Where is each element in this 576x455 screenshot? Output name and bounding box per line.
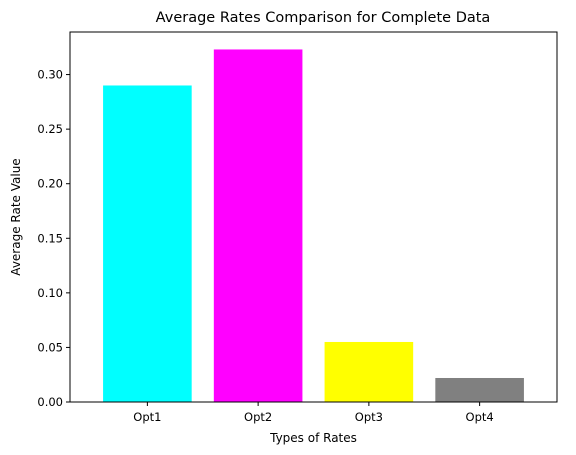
x-tick-label: Opt4 bbox=[466, 410, 494, 424]
y-tick-label: 0.20 bbox=[37, 177, 63, 191]
y-tick-label: 0.25 bbox=[37, 122, 63, 136]
y-tick-label: 0.10 bbox=[37, 286, 63, 300]
y-axis-label: Average Rate Value bbox=[9, 158, 23, 275]
bar-opt1 bbox=[103, 85, 192, 402]
x-axis: Opt1 Opt2 Opt3 Opt4 bbox=[133, 402, 494, 424]
y-axis: 0.00 0.05 0.10 0.15 0.20 0.25 0.30 bbox=[37, 68, 70, 409]
y-tick-label: 0.30 bbox=[37, 68, 63, 82]
x-axis-label: Types of Rates bbox=[269, 431, 357, 445]
x-tick-label: Opt3 bbox=[355, 410, 383, 424]
y-tick-label: 0.00 bbox=[37, 395, 63, 409]
x-tick-label: Opt2 bbox=[244, 410, 272, 424]
x-tick-label: Opt1 bbox=[133, 410, 161, 424]
chart-title: Average Rates Comparison for Complete Da… bbox=[156, 10, 491, 26]
plot-frame bbox=[69, 31, 558, 403]
bar-opt2 bbox=[213, 49, 303, 402]
bar-opt3 bbox=[324, 341, 414, 402]
bar-opt4 bbox=[435, 377, 524, 402]
y-tick-label: 0.15 bbox=[37, 231, 63, 245]
y-tick-label: 0.05 bbox=[37, 340, 63, 354]
bars-group bbox=[103, 49, 524, 402]
